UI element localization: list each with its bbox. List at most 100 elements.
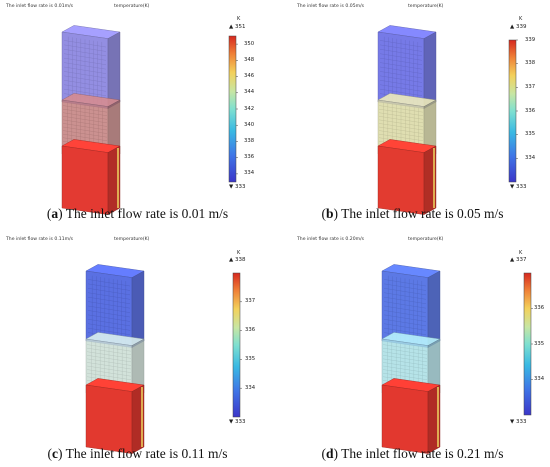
panel-c-caption-text: ) The inlet flow rate is 0.11 m/s — [58, 446, 228, 461]
panel-c-caption: (c) The inlet flow rate is 0.11 m/s — [47, 446, 228, 461]
panel-a-middle-mesh-hline — [62, 108, 108, 116]
panel-a-middle-mesh-hline — [62, 126, 108, 134]
panel-b-top-mesh-hline — [379, 62, 423, 70]
panel-b-min-label: ▼ 333 — [510, 184, 527, 190]
panel-d-top-mesh-hline — [383, 310, 427, 318]
panel-d-color-legend-bar — [523, 272, 532, 416]
panel-b-middle-mesh-hline — [378, 130, 424, 138]
panel-a-top-mesh-hline — [63, 66, 107, 74]
panel-c-middle-mesh-hline — [86, 372, 132, 380]
panel-c-top-block-side-face — [131, 270, 145, 348]
panel-b-top-mesh-hline — [379, 75, 423, 83]
panel-d-top-block — [381, 264, 441, 348]
panel-c-top-block — [85, 264, 145, 348]
panel-d-middle-mesh-hline — [382, 351, 428, 359]
panel-d: The inlet flow rate is 0.20m/s temperatu… — [275, 233, 550, 466]
panel-b-tick-label: 337 — [525, 83, 536, 90]
panel-d-top-mesh-hline — [383, 292, 427, 300]
panel-a-edge-strip — [117, 148, 119, 208]
panel-d-graphic — [381, 264, 533, 454]
panel-d-caption: (d) The inlet flow rate is 0.21 m/s — [321, 446, 504, 461]
panel-a-middle-mesh-hline — [62, 119, 108, 127]
panel-b-top-mesh-hline — [379, 71, 423, 79]
panel-d-top-mesh-hline — [383, 288, 427, 296]
panel-a-tick-label: 344 — [244, 89, 255, 96]
panel-d-header-left: The inlet flow rate is 0.20m/s — [297, 237, 365, 242]
panel-a-color-legend-bar — [228, 35, 237, 183]
panel-a-graphic — [61, 25, 238, 215]
panel-d-top-mesh-hline — [383, 319, 427, 327]
panel-b-caption-text: ) The inlet flow rate is 0.05 m/s — [333, 206, 504, 221]
panel-b: The inlet flow rate is 0.05m/s temperatu… — [275, 0, 550, 233]
panel-d-bottom-block-front-face — [381, 384, 429, 454]
panel-a-top-mesh-hline — [63, 40, 107, 48]
panel-a-top-mesh-hline — [63, 44, 107, 52]
panel-a-caption: (a) The inlet flow rate is 0.01 m/s — [46, 206, 229, 221]
panel-b-top-mesh-hline — [379, 57, 423, 65]
panel-d-unit-label: K — [519, 250, 523, 256]
panel-d-top-mesh-hline — [383, 296, 427, 304]
panel-c-top-mesh-hline — [87, 310, 131, 318]
panel-c-middle-mesh-hline — [86, 347, 132, 355]
panel-d-top-mesh — [383, 275, 427, 343]
panel-d-bottom-block — [381, 378, 441, 454]
panel-d-top-mesh-hline — [383, 301, 427, 309]
panel-c-bottom-block — [85, 378, 145, 454]
panel-a-header-left: The inlet flow rate is 0.01m/s — [6, 4, 74, 9]
panel-c-top-mesh-hline — [87, 301, 131, 309]
panel-d-top-mesh-hline — [383, 323, 427, 331]
panel-c-header-right: temperature(K) — [114, 237, 150, 242]
panel-b-top-mesh — [379, 36, 423, 104]
panel-a-tick-label: 350 — [244, 40, 255, 47]
panel-b-tick-label: 336 — [525, 107, 536, 114]
panel-a: The inlet flow rate is 0.01m/s temperatu… — [0, 0, 275, 233]
panel-c-top-mesh-hline — [87, 288, 131, 296]
panel-b-top-mesh-hline — [379, 49, 423, 57]
panel-b-top-mesh-hline — [379, 80, 423, 88]
panel-a-tick-label: 340 — [244, 121, 255, 128]
panel-c-max-label: ▲ 338 — [229, 257, 246, 263]
panel-d-max-label: ▲ 337 — [510, 257, 527, 263]
panel-c-top-mesh-hline — [87, 305, 131, 313]
panel-c-top-mesh-hline — [87, 283, 131, 291]
panel-b-top-block — [377, 25, 437, 109]
panel-c-middle-mesh-hline — [86, 362, 132, 370]
panel-b-tick-label: 338 — [525, 60, 536, 67]
panel-d-middle-mesh-hline — [382, 372, 428, 380]
panel-a-unit-label: K — [237, 16, 241, 22]
panel-d-top-mesh-hline — [383, 314, 427, 322]
panel-d-top-mesh-hline — [383, 327, 427, 335]
panel-c-header-left: The inlet flow rate is 0.11m/s — [6, 237, 74, 242]
panel-c-min-label: ▼ 333 — [229, 419, 246, 425]
panel-d-middle-mesh-hline — [382, 355, 428, 363]
panel-b-top-mesh-hline — [379, 40, 423, 48]
panel-d-middle-mesh-hline — [382, 344, 428, 352]
panel-b-middle-mesh-hline — [378, 116, 424, 124]
panel-a-caption-text: ) The inlet flow rate is 0.01 m/s — [58, 206, 229, 221]
panel-c-top-mesh-hline — [87, 314, 131, 322]
panel-d-top-mesh-hline — [383, 279, 427, 287]
panel-c-middle-mesh-hline — [86, 369, 132, 377]
panel-c-top-mesh-hline — [87, 319, 131, 327]
panel-c-graphic — [85, 264, 242, 454]
panel-c-top-mesh-hline — [87, 296, 131, 304]
panel-d-tick-label: 334 — [534, 376, 545, 382]
panel-a-middle-mesh-hline — [62, 133, 108, 141]
panel-b-max-label: ▲ 339 — [510, 24, 527, 30]
panel-b-top-mesh-hline — [379, 88, 423, 96]
panel-d-top-mesh-hline — [383, 283, 427, 291]
panel-a-bottom-block — [61, 139, 121, 215]
panel-d-caption-letter: d — [326, 446, 334, 461]
panel-c-top-mesh-hline — [87, 279, 131, 287]
panel-a-min-label: ▼ 333 — [229, 184, 246, 190]
panel-b-bottom-block-front-face — [377, 145, 425, 215]
panel-b-top-block-side-face — [423, 31, 437, 109]
panel-b-edge-strip — [433, 148, 435, 208]
panel-a-middle-mesh-hline — [62, 130, 108, 138]
panel-a-top-mesh-hline — [63, 57, 107, 65]
panel-a-tick-label: 336 — [244, 154, 255, 161]
panel-b-middle-mesh-hline — [378, 105, 424, 113]
panel-b-caption-letter: b — [326, 206, 334, 221]
panel-b-top-mesh-hline — [379, 53, 423, 61]
panel-a-middle-mesh-hline — [62, 105, 108, 113]
